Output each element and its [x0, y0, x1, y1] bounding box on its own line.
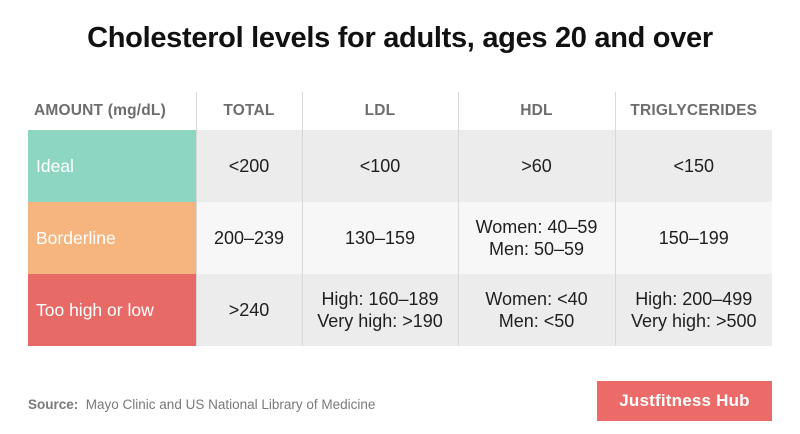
row-label-borderline: Borderline — [28, 202, 196, 274]
source-label: Source: — [28, 397, 79, 412]
table-header-row: AMOUNT (mg/dL) TOTAL LDL HDL TRIGLYCERID… — [28, 92, 772, 130]
page-title: Cholesterol levels for adults, ages 20 a… — [87, 22, 713, 54]
row-label-too-high-or-low: Too high or low — [28, 274, 196, 346]
column-header-total: TOTAL — [195, 92, 302, 130]
cell-line: <150 — [673, 156, 715, 176]
cell-line: Very high: >190 — [317, 311, 443, 331]
cell-line: Men: 50–59 — [488, 239, 585, 259]
row-label-ideal: Ideal — [28, 130, 196, 202]
source-note: Source: Mayo Clinic and US National Libr… — [28, 397, 375, 412]
cell-line: Men: <50 — [498, 311, 575, 331]
column-header-ldl: LDL — [301, 92, 458, 130]
column-header-triglycerides: TRIGLYCERIDES — [614, 92, 772, 130]
cell-too-high-hdl: Women: <40 Men: <50 — [457, 274, 615, 346]
cell-line: Women: <40 — [485, 289, 588, 309]
cell-too-high-triglycerides: High: 200–499 Very high: >500 — [614, 274, 772, 346]
cell-borderline-triglycerides: 150–199 — [614, 202, 772, 274]
cell-borderline-hdl: Women: 40–59 Men: 50–59 — [457, 202, 615, 274]
cell-ideal-total: <200 — [195, 130, 302, 202]
cholesterol-table: AMOUNT (mg/dL) TOTAL LDL HDL TRIGLYCERID… — [28, 92, 772, 346]
cell-too-high-ldl: High: 160–189 Very high: >190 — [301, 274, 458, 346]
table-row-ideal: Ideal <200 <100 >60 <150 — [28, 130, 772, 202]
cell-line: Very high: >500 — [630, 311, 757, 331]
column-header-amount: AMOUNT (mg/dL) — [28, 92, 196, 130]
cell-too-high-total: >240 — [195, 274, 302, 346]
cell-line: 200–239 — [213, 228, 285, 248]
column-header-hdl: HDL — [457, 92, 615, 130]
cell-line: Women: 40–59 — [475, 217, 598, 237]
table-row-borderline: Borderline 200–239 130–159 Women: 40–59 M… — [28, 202, 772, 274]
cell-line: High: 200–499 — [635, 289, 753, 309]
cell-borderline-ldl: 130–159 — [301, 202, 458, 274]
cell-line: <200 — [228, 156, 270, 176]
table-row-too-high-or-low: Too high or low >240 High: 160–189 Very h… — [28, 274, 772, 346]
cell-ideal-hdl: >60 — [457, 130, 615, 202]
cell-ideal-triglycerides: <150 — [614, 130, 772, 202]
cell-ideal-ldl: <100 — [301, 130, 458, 202]
cell-line: >240 — [228, 300, 270, 320]
cell-line: 150–199 — [658, 228, 729, 248]
table-body: Ideal <200 <100 >60 <150 Borderline 200–… — [28, 130, 772, 346]
cell-line: <100 — [359, 156, 401, 176]
cell-line: 130–159 — [344, 228, 416, 248]
brand-badge: Justfitness Hub — [597, 381, 772, 421]
cell-borderline-total: 200–239 — [195, 202, 302, 274]
source-text: Mayo Clinic and US National Library of M… — [85, 397, 376, 412]
cell-line: High: 160–189 — [321, 289, 439, 309]
cell-line: >60 — [521, 156, 552, 176]
